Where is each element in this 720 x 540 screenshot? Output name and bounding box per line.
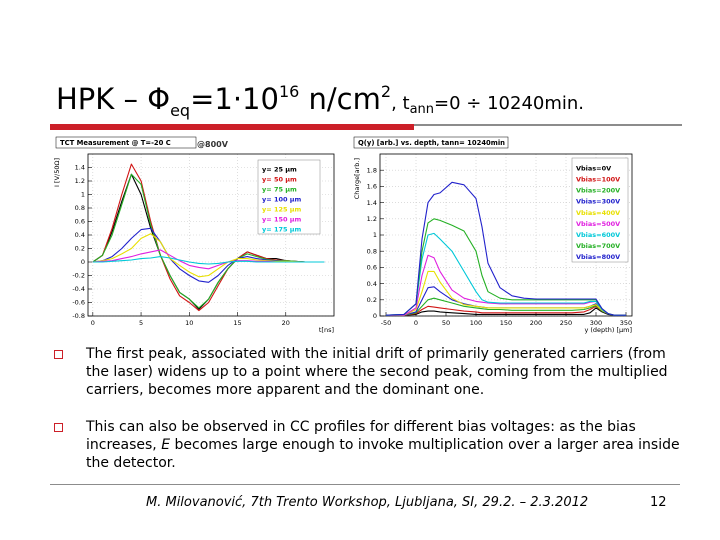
x-tick-label: 0: [414, 319, 418, 327]
y-tick-label: 1.2: [75, 177, 85, 185]
chart-title-box: [55, 136, 197, 149]
legend-entry: Vbias=200V: [576, 187, 620, 195]
y-tick-label: 1.6: [367, 183, 377, 191]
y-tick-label: 0.6: [75, 218, 85, 226]
bullet-text-2b: becomes large enough to invoke multiplic…: [86, 437, 680, 471]
legend-box: [257, 159, 321, 235]
slide-title: HPK – Φeq=1·1016 n/cm2, tann=0 ÷ 10240mi…: [56, 82, 584, 120]
title-rest: =0 ÷ 10240min.: [434, 93, 585, 114]
x-tick-label: 20: [282, 319, 290, 327]
legend-entry: y= 25 μm: [262, 166, 297, 174]
footer-divider: [50, 484, 680, 485]
bullet-marker-2: [54, 423, 63, 432]
series-line: [386, 307, 626, 316]
chart-title: TCT Measurement @ T=-20 C: [60, 139, 171, 147]
y-tick-label: 1.4: [367, 199, 377, 207]
footer-text: M. Milovanović, 7th Trento Workshop, Lju…: [146, 495, 589, 510]
charge-profile-chart-panel: -50 0 50 100 150 200 250 300 350 0 0.2 0.4 0.6 0.8 1 1.…: [350, 134, 638, 334]
x-axis-label: y (depth) [μm]: [584, 326, 632, 334]
legend-entry: y= 125 μm: [262, 206, 302, 214]
title-main: HPK – Φ: [56, 82, 171, 116]
x-tick-label: 100: [470, 319, 482, 327]
bullet-text-1: The first peak, associated with the init…: [86, 346, 668, 398]
x-tick-label: 350: [620, 319, 632, 327]
x-tick-label: 0: [91, 319, 95, 327]
title-underline-red: [50, 124, 414, 130]
x-tick-label: 150: [500, 319, 512, 327]
bias-annotation: @800V: [197, 140, 229, 149]
x-axis-label: t[ns]: [319, 326, 334, 334]
y-tick-label: 0.4: [367, 280, 377, 288]
title-sub-ann: ann: [409, 102, 435, 117]
bullet-text-2a: This can also be observed in CC profiles…: [86, 419, 636, 453]
chart-title-box: [353, 136, 509, 149]
title-sep: , t: [391, 93, 410, 114]
y-tick-label: 0: [81, 258, 85, 266]
x-tick-label: 50: [442, 319, 450, 327]
y-tick-label: 0: [373, 312, 377, 320]
title-mid: =1·10: [190, 82, 279, 116]
bullet-text-2e: E: [161, 437, 171, 453]
series-line: [385, 232, 626, 316]
title-underline-gray: [414, 124, 682, 126]
y-tick-label: 0.4: [75, 231, 85, 239]
bullet-marker-1: [54, 350, 63, 359]
x-tick-label: 300: [590, 319, 602, 327]
x-tick-label: 15: [233, 319, 241, 327]
legend-box: [571, 157, 629, 263]
y-tick-label: -0.6: [72, 299, 85, 307]
tct-chart-panel: 0 5 10 15 20 -0.8 -0.6 -0.4 -0.2 0 0.2 0.4 0.6 0.8 1 1.…: [50, 134, 340, 334]
title-unit: n/cm: [299, 82, 381, 116]
y-tick-label: -0.8: [72, 312, 85, 320]
title-sup-2: 2: [380, 82, 392, 101]
legend-entry: Vbias=500V: [576, 220, 620, 228]
legend-entry: y= 100 μm: [262, 196, 302, 204]
series-line: [386, 297, 626, 316]
series-line: [385, 181, 626, 316]
series-line: [92, 227, 325, 283]
y-tick-label: -0.4: [72, 285, 85, 293]
legend-entry: y= 175 μm: [262, 226, 302, 234]
y-tick-label: 0.6: [367, 264, 377, 272]
y-axis-label: Charge[arb.]: [353, 158, 361, 199]
series-line: [386, 270, 626, 316]
x-tick-label: -50: [381, 319, 392, 327]
title-sup-16: 16: [278, 82, 300, 101]
series-line: [92, 256, 325, 265]
legend-entry: Vbias=300V: [576, 198, 620, 206]
x-tick-label: 250: [560, 319, 572, 327]
legend-entry: Vbias=400V: [576, 209, 620, 217]
legend-entry: Vbias=600V: [576, 231, 620, 239]
y-tick-label: 1.8: [367, 166, 377, 174]
bullet-text-2: This can also be observed in CC profiles…: [86, 418, 686, 472]
y-tick-label: 0.8: [75, 204, 85, 212]
y-tick-label: -0.2: [72, 272, 85, 280]
x-tick-label: 200: [530, 319, 542, 327]
series-line: [92, 163, 325, 312]
x-tick-label: 10: [185, 319, 193, 327]
tct-chart: 0 5 10 15 20 -0.8 -0.6 -0.4 -0.2 0 0.2 0.4 0.6 0.8 1 1.…: [50, 134, 340, 334]
y-tick-label: 1: [81, 191, 85, 199]
y-tick-label: 0.2: [367, 296, 377, 304]
y-tick-label: 0.8: [367, 247, 377, 255]
legend-entry: Vbias=700V: [576, 242, 620, 250]
y-tick-label: 1: [373, 231, 377, 239]
legend-entry: Vbias=0V: [576, 164, 611, 172]
x-tick-label: 5: [139, 319, 143, 327]
legend-entry: y= 50 μm: [262, 176, 297, 184]
charge-profile-chart: -50 0 50 100 150 200 250 300 350 0 0.2 0.4 0.6 0.8 1 1.…: [350, 134, 638, 334]
legend-entry: Vbias=800V: [576, 253, 620, 261]
legend-entry: Vbias=100V: [576, 175, 620, 183]
y-tick-label: 0.2: [75, 245, 85, 253]
series-line: [92, 233, 325, 278]
y-tick-label: 1.4: [75, 164, 85, 172]
legend-entry: y= 75 μm: [262, 186, 297, 194]
legend-entry: y= 150 μm: [262, 216, 302, 224]
page-number: 12: [650, 495, 667, 510]
y-axis-label: I [V/50Ω]: [53, 158, 61, 187]
chart-title: Q(y) [arb.] vs. depth, tann= 10240min: [358, 139, 505, 147]
title-sub-eq: eq: [170, 101, 191, 120]
y-tick-label: 1.2: [367, 215, 377, 223]
